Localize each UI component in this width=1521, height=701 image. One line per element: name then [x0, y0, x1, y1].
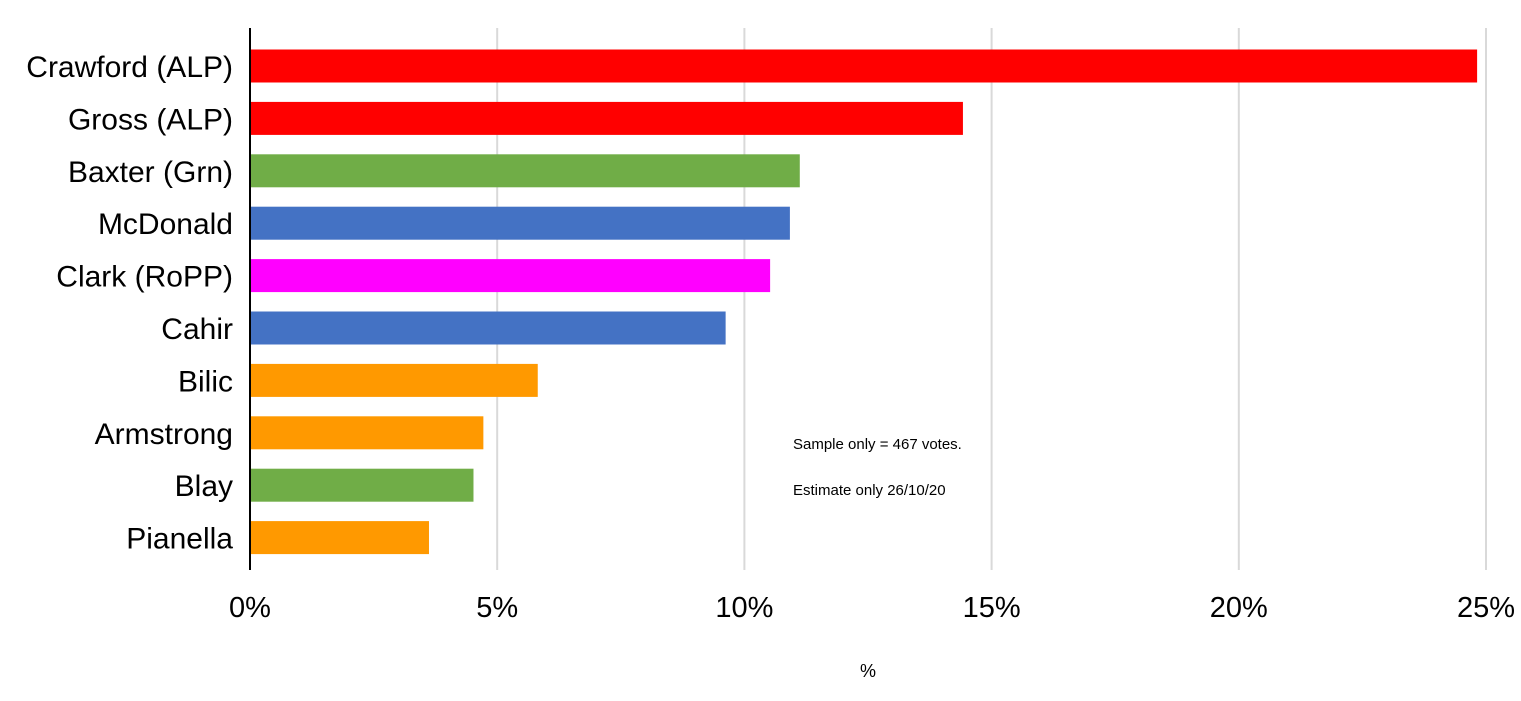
bar-2 [251, 154, 800, 188]
x-tick-label-3: 15% [963, 592, 1021, 624]
category-label-0: Crawford (ALP) [26, 51, 233, 84]
bars [251, 49, 1478, 555]
x-tick-label-5: 25% [1457, 592, 1515, 624]
x-tick-label-4: 20% [1210, 592, 1268, 624]
category-label-4: Clark (RoPP) [56, 261, 233, 294]
category-label-9: Pianella [126, 523, 233, 556]
category-label-6: Bilic [178, 365, 233, 398]
bar-8 [251, 468, 474, 502]
annotation-estimate: Estimate only 26/10/20 [793, 482, 946, 499]
x-tick-label-0: 0% [229, 592, 271, 624]
bar-9 [251, 521, 429, 555]
x-tick-label-1: 5% [476, 592, 518, 624]
annotation-sample: Sample only = 467 votes. [793, 436, 962, 453]
x-axis-title: % [860, 661, 876, 681]
category-label-2: Baxter (Grn) [68, 156, 233, 189]
x-tick-labels: 0% 5% 10% 15% 20% 25% [229, 592, 1515, 624]
category-label-1: Gross (ALP) [68, 103, 233, 136]
bar-7 [251, 416, 484, 450]
category-label-3: McDonald [98, 208, 233, 241]
x-tick-label-2: 10% [715, 592, 773, 624]
bar-6 [251, 363, 538, 397]
bar-3 [251, 206, 790, 240]
bar-4 [251, 259, 771, 293]
category-label-7: Armstrong [95, 418, 233, 451]
category-label-8: Blay [175, 470, 233, 503]
bar-5 [251, 311, 726, 345]
category-labels: Crawford (ALP) Gross (ALP) Baxter (Grn) McD… [26, 51, 233, 556]
bar-1 [251, 101, 963, 135]
category-label-5: Cahir [161, 313, 233, 346]
bar-0 [251, 49, 1478, 83]
